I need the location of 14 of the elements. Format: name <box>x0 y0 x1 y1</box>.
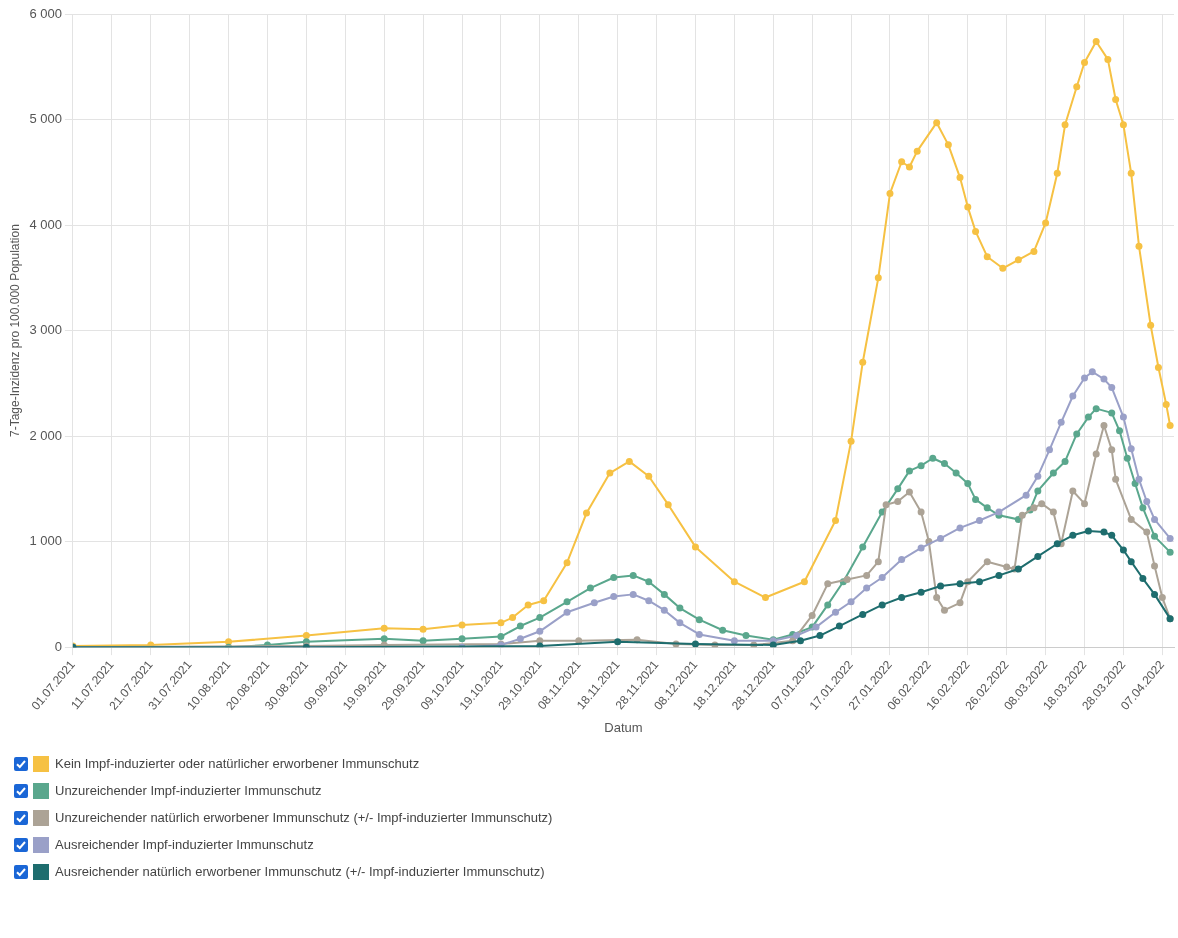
legend-label: Ausreichender natürlich erworbener Immunschutz (+/- Impf-induzierter Immunschutz) <box>55 864 545 879</box>
y-tick-label: 6 000 <box>29 5 62 21</box>
y-tick-label: 1 000 <box>29 533 62 549</box>
y-tick-label: 2 000 <box>29 427 62 443</box>
legend-label: Unzureichender Impf-induzierter Immunschutz <box>55 783 322 798</box>
y-axis-title: 7-Tage-Inzidenz pro 100.000 Population <box>7 224 22 437</box>
legend-label: Ausreichender Impf-induzierter Immunschutz <box>55 837 314 852</box>
legend-label: Unzureichender natürlich erworbener Immunschutz (+/- Impf-induzierter Immunschutz) <box>55 810 553 825</box>
y-tick-label: 3 000 <box>29 322 62 338</box>
y-tick-label: 5 000 <box>29 111 62 127</box>
legend-label: Kein Impf-induzierter oder natürlicher erworbener Immunschutz <box>55 756 420 771</box>
x-axis-title: Datum <box>604 719 643 735</box>
y-tick-label: 4 000 <box>29 216 62 232</box>
y-tick-label: 0 <box>54 638 62 654</box>
